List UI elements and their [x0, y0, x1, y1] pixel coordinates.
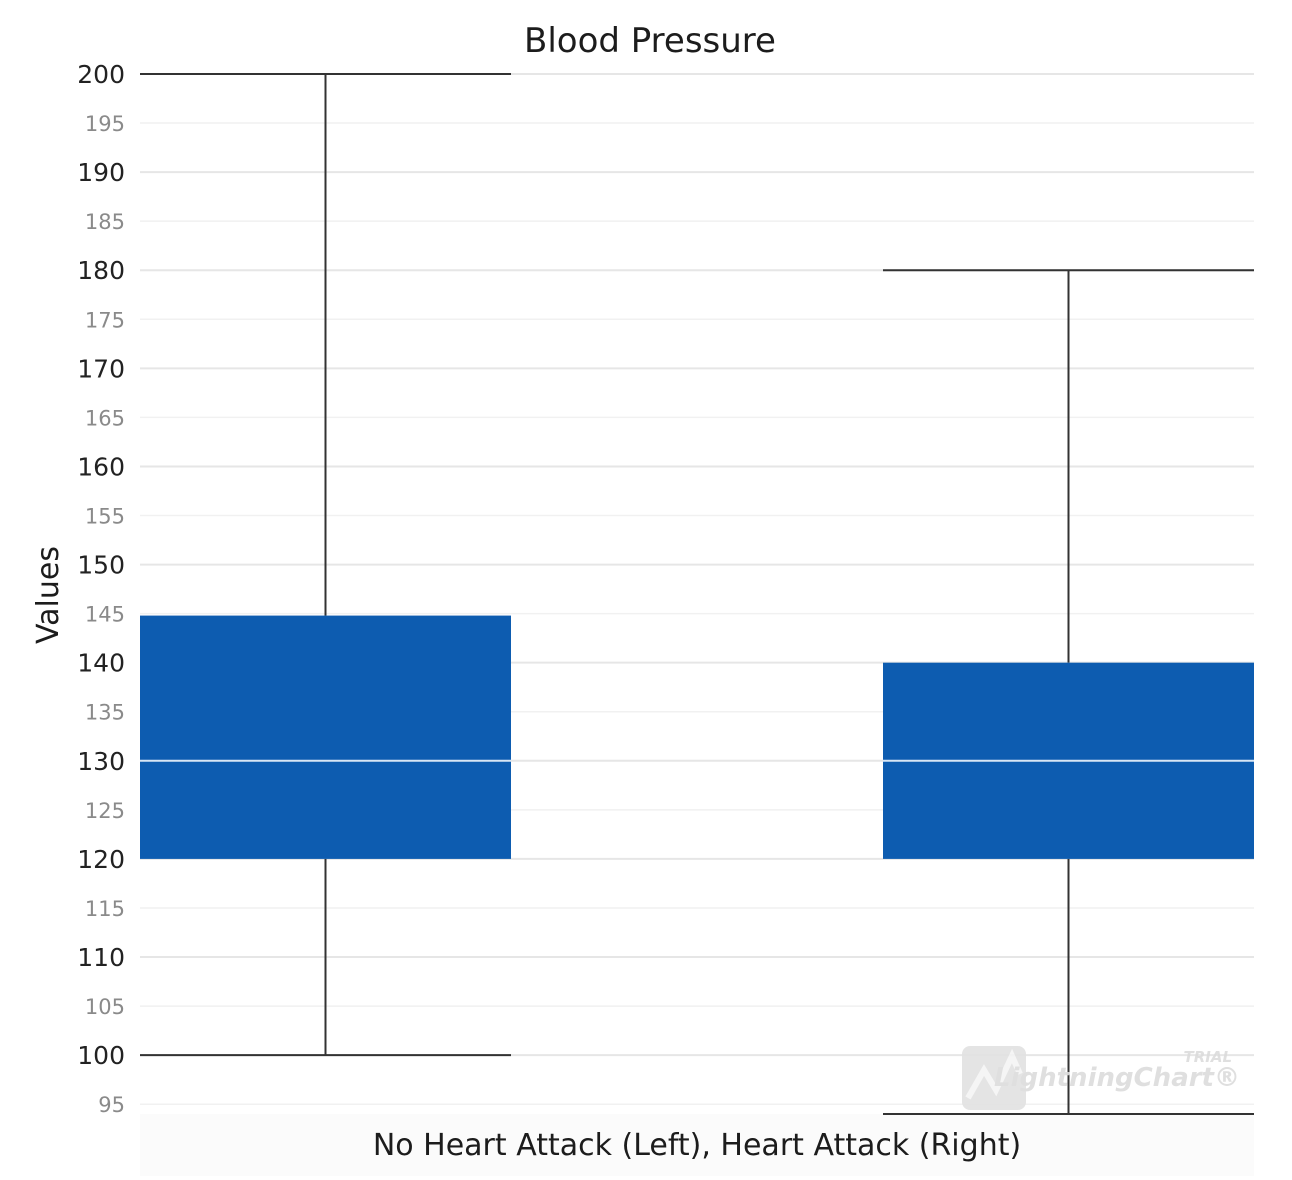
- y-tick-label-minor: 115: [85, 897, 125, 921]
- y-tick-label-minor: 165: [85, 406, 125, 430]
- y-tick-label: 150: [77, 551, 125, 580]
- y-tick-label: 190: [77, 158, 125, 187]
- y-tick-label: 120: [77, 845, 125, 874]
- y-axis-ticks: 100 110 120 130 140 150 160 170 180 190 200 95 105 11…: [77, 60, 125, 1117]
- chart-title: Blood Pressure: [524, 21, 776, 61]
- y-tick-label-minor: 135: [85, 701, 125, 725]
- x-axis-title: No Heart Attack (Left), Heart Attack (Ri…: [373, 1128, 1021, 1163]
- watermark-trial: TRIAL: [1183, 1048, 1232, 1066]
- lightningchart-watermark: TRIAL LightningChart®: [962, 1046, 1240, 1110]
- watermark-brand: LightningChart®: [994, 1063, 1240, 1093]
- box-no-heart-attack: [140, 73, 511, 1057]
- y-tick-label: 100: [77, 1041, 125, 1070]
- y-tick-label: 160: [77, 452, 125, 481]
- x-axis-band: [140, 1114, 1254, 1176]
- y-tick-label: 200: [77, 60, 125, 89]
- y-tick-label-minor: 145: [85, 603, 125, 627]
- y-tick-label-minor: 125: [85, 799, 125, 823]
- box-heart-attack: [883, 269, 1254, 1115]
- iqr-box: [140, 615, 511, 859]
- y-axis-title: Values: [31, 546, 66, 644]
- y-tick-label-minor: 155: [85, 505, 125, 529]
- y-tick-label: 170: [77, 354, 125, 383]
- logo-bolt-icon: [965, 1048, 1023, 1100]
- y-tick-label: 180: [77, 256, 125, 285]
- y-tick-label-minor: 95: [98, 1093, 125, 1117]
- y-tick-label-minor: 185: [85, 210, 125, 234]
- y-tick-label-minor: 195: [85, 112, 125, 136]
- y-tick-label: 140: [77, 649, 125, 678]
- y-tick-label-minor: 175: [85, 308, 125, 332]
- y-tick-label-minor: 105: [85, 995, 125, 1019]
- y-tick-label: 110: [77, 943, 125, 972]
- box-series: [140, 73, 1254, 1115]
- y-tick-label: 130: [77, 747, 125, 776]
